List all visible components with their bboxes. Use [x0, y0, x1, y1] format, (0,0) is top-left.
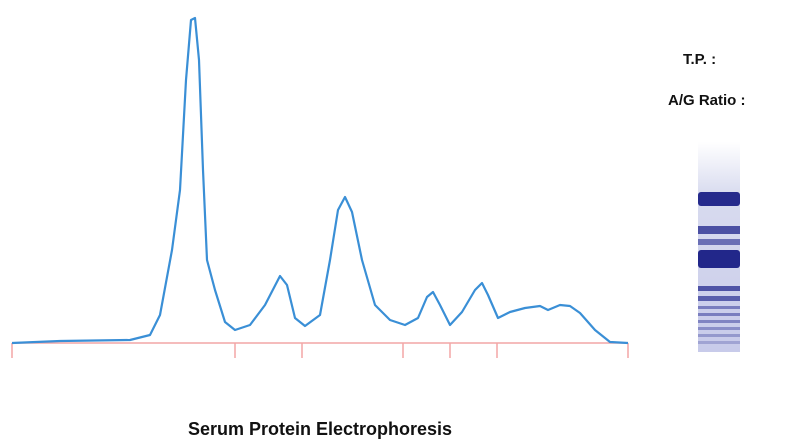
gel-strip — [698, 142, 740, 352]
trace-line — [12, 18, 628, 343]
chart-title: Serum Protein Electrophoresis — [188, 419, 452, 439]
total-protein-label: T.P. : — [683, 51, 716, 68]
page: T.P. : A/G Ratio : Serum Protein Electro… — [0, 0, 785, 444]
chart: T.P. : A/G Ratio : Serum Protein Electro… — [0, 0, 785, 444]
ag-ratio-label: A/G Ratio : — [668, 92, 746, 109]
